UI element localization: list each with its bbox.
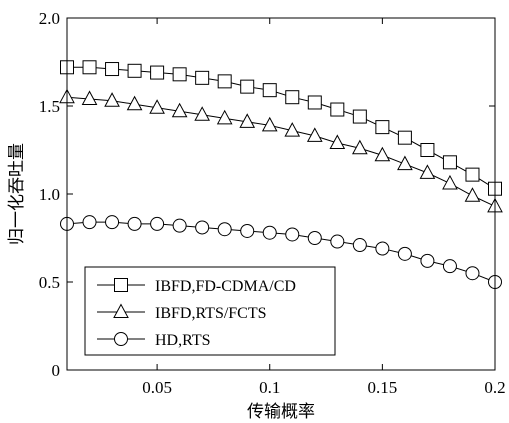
data-point [105,62,120,77]
data-point [149,99,165,114]
data-point [307,231,322,245]
data-point [150,65,165,80]
legend-label: HD,RTS [155,332,211,349]
data-point [217,74,232,89]
data-point [194,106,210,121]
data-point [195,70,210,85]
data-point [240,79,255,94]
data-point [330,102,345,117]
legend-marker [113,303,129,318]
x-tick-label: 0.2 [484,378,505,397]
data-point [127,63,142,78]
data-point [375,241,390,256]
data-point [464,187,481,202]
y-tick-label: 1.5 [39,97,60,116]
data-point [284,122,301,137]
data-point [81,90,98,105]
data-point [82,60,97,75]
data-point [442,174,458,190]
data-point [397,246,412,261]
data-point [262,83,277,98]
data-point [82,215,97,230]
plot-frame [66,17,496,371]
data-point [150,216,165,231]
y-tick-label: 2.0 [39,9,60,28]
y-axis-label: 归一化吞吐量 [7,143,26,245]
legend-entry: HD,RTS [97,332,211,349]
legend-marker [114,332,128,346]
legend-label: IBFD,RTS/FCTS [155,305,267,322]
data-point [240,223,255,238]
data-point [171,102,188,118]
y-tick-label: 1.0 [39,185,60,204]
data-point [352,109,367,124]
data-point [306,127,323,142]
data-point [126,95,143,111]
legend-entry: IBFD,RTS/FCTS [97,303,267,322]
legend-label: IBFD,FD-CDMA/CD [155,278,296,295]
x-tick-label: 0.1 [259,378,280,397]
series-triangle [59,88,503,213]
data-point [285,227,300,242]
data-point [307,95,322,110]
data-point [239,113,256,128]
data-point [465,266,480,281]
legend: IBFD,FD-CDMA/CD IBFD,RTS/FCTS HD,RTS [84,266,336,356]
data-point [397,130,412,145]
data-point [262,225,277,240]
y-tick-label: 0.5 [39,273,60,292]
data-point [352,238,367,253]
data-point [375,120,390,135]
data-point [420,143,435,157]
series-layer [59,60,503,289]
data-point [397,155,413,171]
data-point [442,155,457,170]
data-point [217,222,232,237]
y-tick-label: 0 [52,361,61,380]
data-point [261,116,278,132]
data-point [374,146,391,162]
data-point [330,234,345,249]
data-point [127,216,142,231]
ticks-layer: 0 0.5 1.0 1.5 2.0 0.05 0.1 0.15 0.2 [39,9,506,397]
data-point [216,109,233,125]
data-point [329,134,346,149]
data-point [419,164,436,179]
data-point [442,259,457,274]
series-circle [60,215,502,289]
x-tick-label: 0.05 [142,378,172,397]
data-point [285,90,300,105]
legend-entry: IBFD,FD-CDMA/CD [97,278,296,295]
data-point [465,167,480,182]
legend-marker [114,278,128,292]
x-axis-label: 传输概率 [247,402,315,421]
x-tick-label: 0.15 [367,378,397,397]
data-point [105,215,120,230]
data-point [172,67,187,82]
data-point [352,139,368,155]
data-point [172,218,187,233]
data-point [420,253,435,268]
data-point [195,220,210,235]
data-point [104,92,120,107]
series-square [60,60,502,196]
